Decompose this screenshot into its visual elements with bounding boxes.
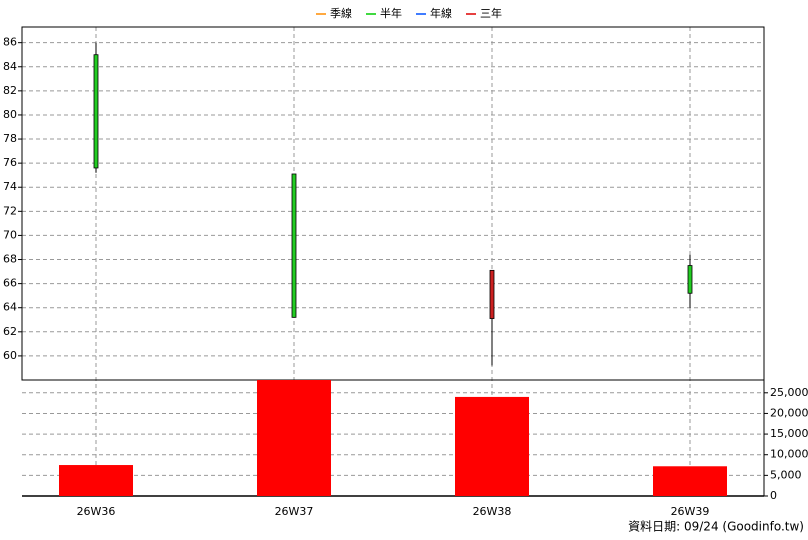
y-tick-label: 68 <box>3 253 17 266</box>
y-tick-label: 62 <box>3 325 17 338</box>
y-tick-label: 66 <box>3 277 17 290</box>
y-tick-label: 76 <box>3 156 17 169</box>
volume-bar <box>455 396 529 496</box>
candle-body <box>93 54 99 169</box>
y-tick-label: 64 <box>3 301 17 314</box>
y2-tick-label: 25,000 <box>770 386 808 399</box>
y2-tick-label: 20,000 <box>770 406 808 419</box>
candle-body <box>291 173 297 318</box>
candle-body <box>489 269 495 319</box>
x-tick-label: 26W39 <box>671 505 710 518</box>
y-tick-label: 72 <box>3 204 17 217</box>
y-tick-label: 84 <box>3 60 17 73</box>
legend-label: 年線 <box>430 6 452 20</box>
legend-label: 季線 <box>330 6 352 20</box>
volume-bar <box>653 466 727 496</box>
legend-label: 半年 <box>380 6 402 20</box>
footer: 資料日期: 09/24 (Goodinfo.tw) <box>628 520 804 534</box>
y-tick-label: 60 <box>3 349 17 362</box>
volume-bar <box>257 380 331 496</box>
y2-tick-label: 5,000 <box>770 468 802 481</box>
candle-body <box>687 265 693 294</box>
volume-bar <box>59 465 133 496</box>
y-tick-label: 70 <box>3 228 17 241</box>
y-tick-label: 82 <box>3 84 17 97</box>
y-tick-label: 74 <box>3 180 17 193</box>
x-tick-label: 26W37 <box>275 505 314 518</box>
x-tick-label: 26W36 <box>77 505 116 518</box>
x-tick-label: 26W38 <box>473 505 512 518</box>
y2-tick-label: 15,000 <box>770 427 808 440</box>
y-tick-label: 86 <box>3 36 17 49</box>
y2-tick-label: 0 <box>770 489 777 502</box>
price-frame <box>21 26 765 381</box>
y-tick-label: 80 <box>3 108 17 121</box>
legend-label: 三年 <box>480 6 502 20</box>
y2-tick-label: 10,000 <box>770 448 808 461</box>
y-tick-label: 78 <box>3 132 17 145</box>
